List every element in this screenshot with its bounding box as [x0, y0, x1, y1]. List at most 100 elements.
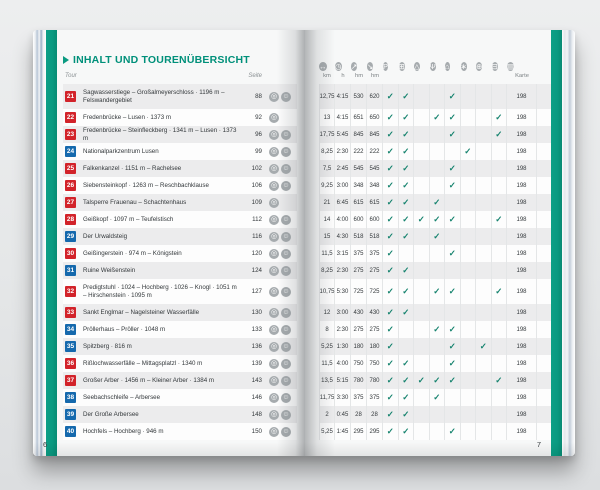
- descent-value: 615: [367, 194, 383, 211]
- toc-row[interactable]: 39 Der Große Arbersee 148 ◎ ☺: [63, 406, 297, 423]
- karte-value: 198: [507, 143, 537, 160]
- ascent-value: 845: [351, 126, 367, 143]
- cable-car-check: [414, 84, 430, 109]
- hut-check: ✓: [445, 126, 461, 143]
- tour-number-badge: 36: [65, 358, 76, 369]
- toc-row[interactable]: 25 Falkenkanzel · 1151 m – Rachelsee 102 ◎ ☺: [63, 160, 297, 177]
- restaurant-check: [430, 177, 445, 194]
- tour-page-number: 127: [251, 288, 262, 295]
- smiley-icon: ☺: [281, 426, 291, 437]
- bus-check: ✓: [399, 423, 414, 440]
- restaurant-check: [430, 355, 445, 372]
- tour-stats-row[interactable]: 8 2:30 275 275 ✓ ✓ ✓ 198: [319, 321, 551, 338]
- tour-stats-row[interactable]: 14 4:00 600 600 ✓ ✓ ✓ ✓ ✓ ✓ 198: [319, 211, 551, 228]
- toc-row[interactable]: 34 Pröllerhaus – Pröller · 1048 m 133 ◎ ☺: [63, 321, 297, 338]
- toc-row[interactable]: 37 Großer Arber · 1456 m – Kleiner Arber …: [63, 372, 297, 389]
- karte-value: 198: [507, 126, 537, 143]
- tour-page-number: 116: [252, 233, 262, 240]
- wheel-check: [476, 321, 492, 338]
- toc-row[interactable]: 28 Geißkopf · 1097 m – Teufelstisch 112 ◎ ☺: [63, 211, 297, 228]
- tour-stats-row[interactable]: 5,25 1:45 295 295 ✓ ✓ ✓ 198: [319, 423, 551, 440]
- stroller-check: ✓: [492, 109, 507, 126]
- tour-stats-row[interactable]: 5,25 1:30 180 180 ✓ ✓ ✓ 198: [319, 338, 551, 355]
- tour-stats-row[interactable]: 10,75 5:30 725 725 ✓ ✓ ✓ ✓ ✓ 198: [319, 279, 551, 304]
- toc-row[interactable]: 29 Der Urwaldsteig 116 ◎ ☺: [63, 228, 297, 245]
- tour-number-badge: 23: [65, 129, 76, 140]
- hut-check: [445, 262, 461, 279]
- restaurant-check: ✓: [430, 109, 445, 126]
- toc-row[interactable]: 35 Spitzberg · 816 m 136 ◎ ☺: [63, 338, 297, 355]
- toc-row[interactable]: 23 Fredenbrücke – Steinfleckberg · 1341 m…: [63, 126, 297, 143]
- bus-check: ✓: [399, 279, 414, 304]
- book-spread: INHALT UND TOURENÜBERSICHT Tour Seite 21…: [33, 30, 575, 456]
- tour-stats-row[interactable]: 11,5 4:00 750 750 ✓ ✓ ✓ 198: [319, 355, 551, 372]
- tour-page-number: 96: [255, 131, 262, 138]
- tour-stats-row[interactable]: 13 4:15 651 650 ✓ ✓ ✓ ✓ ✓ 198: [319, 109, 551, 126]
- toc-row[interactable]: 22 Fredenbrücke – Lusen · 1373 m 92 ◎: [63, 109, 297, 126]
- stroller-check: ✓: [492, 211, 507, 228]
- bus-check: ✓: [399, 389, 414, 406]
- smiley-icon: ☺: [281, 146, 291, 157]
- tour-feature-icons: ◎ ☺: [265, 392, 295, 403]
- duration-value: 5:15: [335, 372, 351, 389]
- duration-value: 4:00: [335, 355, 351, 372]
- toc-row[interactable]: 32 Predigtstuhl · 1024 – Hochberg · 1026 …: [63, 279, 297, 304]
- duration-value: 0:45: [335, 406, 351, 423]
- hut-icon: ⌂: [445, 62, 450, 71]
- toc-row[interactable]: 30 Geißingerstein · 974 m – Königstein 120…: [63, 245, 297, 262]
- descent-value: 650: [367, 109, 383, 126]
- toc-row[interactable]: 27 Talsperre Frauenau – Schachtenhaus 109 ◎: [63, 194, 297, 211]
- tour-title: Rißlochwasserfälle – Mittagsplatzl · 134…: [83, 359, 203, 367]
- tour-stats-row[interactable]: 8,25 2:30 275 275 ✓ ✓ 198: [319, 262, 551, 279]
- tour-stats-row[interactable]: 15 4:30 518 518 ✓ ✓ ✓ 198: [319, 228, 551, 245]
- toc-row[interactable]: 21 Sagwasserstiege – Großalmeyerschloss ·…: [63, 84, 297, 109]
- smiley-icon: ☺: [281, 286, 291, 297]
- toc-row[interactable]: 36 Rißlochwasserfälle – Mittagsplatzl · 1…: [63, 355, 297, 372]
- tour-stats-row[interactable]: 17,75 5:45 845 845 ✓ ✓ ✓ ✓ 198: [319, 126, 551, 143]
- toc-row[interactable]: 40 Hochfels – Hochberg · 946 m 150 ◎ ☺: [63, 423, 297, 440]
- wheel-icon: ⊕: [476, 62, 483, 71]
- toc-row[interactable]: 24 Nationalparkzentrum Lusen 99 ◎ ☺: [63, 143, 297, 160]
- descent-value: 180: [367, 338, 383, 355]
- duration-value: 1:45: [335, 423, 351, 440]
- toc-row[interactable]: 26 Siebensteinkopf · 1263 m – Reschbachkl…: [63, 177, 297, 194]
- tour-stats-row[interactable]: 2 0:45 28 28 ✓ ✓ 198: [319, 406, 551, 423]
- wheel-check: [476, 126, 492, 143]
- hut-check: ✓: [445, 355, 461, 372]
- tour-page-number: 112: [252, 216, 262, 223]
- camera-icon: ◎: [269, 358, 279, 369]
- wheel-check: [476, 109, 492, 126]
- descent-value: 518: [367, 228, 383, 245]
- camera-icon: ◎: [269, 286, 279, 297]
- tour-page-number: 130: [251, 309, 262, 316]
- tour-page-number: 120: [251, 250, 262, 257]
- stroller-check: [492, 406, 507, 423]
- tour-stats-row[interactable]: 7,5 2:45 545 545 ✓ ✓ ✓ 198: [319, 160, 551, 177]
- smiley-icon: ☺: [281, 248, 291, 259]
- tour-title: Fredenbrücke – Lusen · 1373 m: [83, 113, 172, 121]
- tour-stats-row[interactable]: 12 3:00 430 430 ✓ ✓ 198: [319, 304, 551, 321]
- tour-stats-row[interactable]: 11,75 3:30 375 375 ✓ ✓ ✓ 198: [319, 389, 551, 406]
- wheel-check: [476, 228, 492, 245]
- toc-row[interactable]: 31 Ruine Weißenstein 124 ◎ ☺: [63, 262, 297, 279]
- tour-stats-row[interactable]: 8,25 2:30 222 222 ✓ ✓ ✓ 198: [319, 143, 551, 160]
- wheel-check: [476, 389, 492, 406]
- tour-stats-row[interactable]: 21 6:45 615 615 ✓ ✓ ✓ 198: [319, 194, 551, 211]
- winter-check: [461, 338, 476, 355]
- tour-stats-row[interactable]: 13,5 5:15 780 780 ✓ ✓ ✓ ✓ ✓ ✓ 198: [319, 372, 551, 389]
- toc-row[interactable]: 33 Sankt Englmar – Nagelsteiner Wasserfäl…: [63, 304, 297, 321]
- ascent-value: 180: [351, 338, 367, 355]
- tour-page-number: 99: [255, 148, 262, 155]
- smiley-icon: ☺: [281, 231, 291, 242]
- descent-value: 600: [367, 211, 383, 228]
- tour-stats-row[interactable]: 9,25 3:00 348 348 ✓ ✓ ✓ 198: [319, 177, 551, 194]
- icon-cell: ↔: [319, 56, 335, 74]
- wheel-check: [476, 262, 492, 279]
- distance-value: 12,75: [319, 84, 335, 109]
- tour-stats-row[interactable]: 12,75 4:15 530 620 ✓ ✓ ✓ 198: [319, 84, 551, 109]
- duration-value: 4:30: [335, 228, 351, 245]
- duration-value: 2:30: [335, 321, 351, 338]
- toc-row[interactable]: 38 Seebachschleife – Arbersee 146 ◎ ☺: [63, 389, 297, 406]
- tour-stats-row[interactable]: 11,5 3:15 375 375 ✓ ✓ 198: [319, 245, 551, 262]
- cable-car-check: [414, 321, 430, 338]
